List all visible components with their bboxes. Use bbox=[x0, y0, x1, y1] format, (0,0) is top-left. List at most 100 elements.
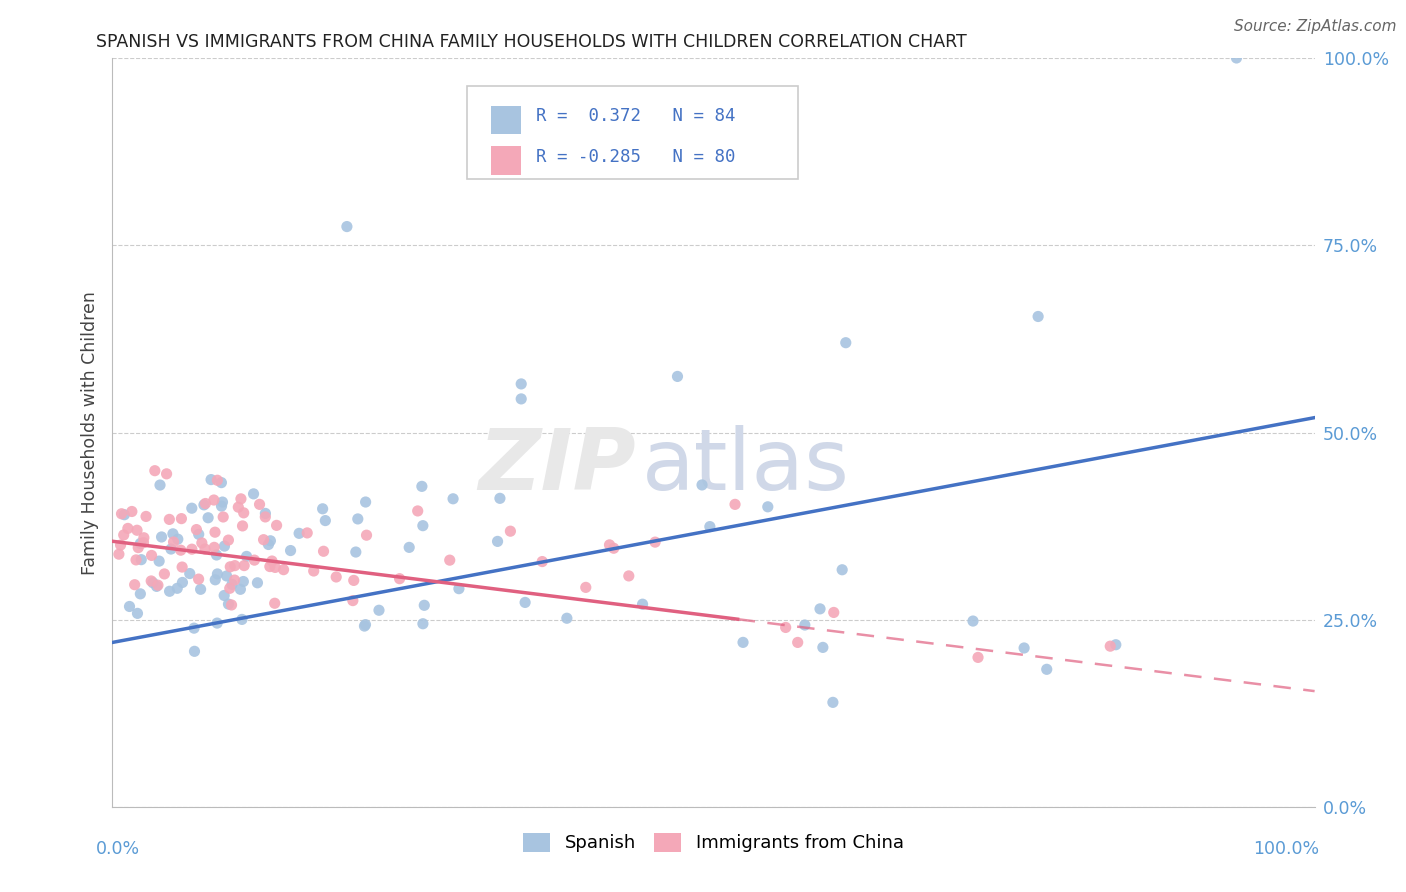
Point bbox=[232, 506, 254, 520]
Point bbox=[510, 392, 533, 406]
Point bbox=[180, 501, 202, 516]
Point bbox=[141, 549, 163, 563]
Point bbox=[353, 619, 375, 633]
Point bbox=[259, 533, 281, 548]
Legend: Spanish, Immigrants from China: Spanish, Immigrants from China bbox=[516, 826, 911, 860]
Point bbox=[246, 575, 269, 590]
Point bbox=[388, 572, 411, 586]
Point bbox=[513, 595, 536, 609]
Point bbox=[441, 491, 464, 506]
Point bbox=[155, 467, 177, 481]
Point bbox=[183, 621, 205, 635]
Point bbox=[191, 536, 214, 550]
Point bbox=[314, 514, 336, 528]
Point bbox=[132, 535, 155, 549]
Point bbox=[264, 560, 287, 574]
Point bbox=[187, 527, 209, 541]
Point bbox=[254, 510, 277, 524]
Point bbox=[235, 549, 257, 564]
Point bbox=[129, 552, 152, 566]
Point bbox=[142, 575, 165, 590]
Point bbox=[231, 519, 253, 533]
Point bbox=[232, 574, 254, 589]
Point bbox=[731, 635, 754, 649]
Point bbox=[162, 535, 184, 549]
Point bbox=[690, 478, 713, 492]
Point bbox=[204, 525, 226, 540]
Point bbox=[531, 555, 554, 569]
Point bbox=[211, 495, 233, 509]
Point bbox=[219, 559, 242, 574]
Point bbox=[172, 575, 194, 590]
Text: SPANISH VS IMMIGRANTS FROM CHINA FAMILY HOUSEHOLDS WITH CHILDREN CORRELATION CHA: SPANISH VS IMMIGRANTS FROM CHINA FAMILY … bbox=[96, 33, 966, 51]
Point bbox=[190, 582, 212, 597]
Point bbox=[288, 526, 311, 541]
Point bbox=[217, 533, 239, 547]
Point bbox=[129, 536, 152, 550]
Point bbox=[311, 501, 333, 516]
Point bbox=[224, 558, 246, 573]
Point bbox=[631, 597, 654, 611]
Point bbox=[1099, 639, 1122, 653]
Point bbox=[252, 533, 274, 547]
Point bbox=[112, 508, 135, 522]
Point bbox=[1035, 662, 1057, 676]
Point bbox=[170, 543, 193, 558]
Point bbox=[108, 547, 131, 561]
Point bbox=[221, 577, 243, 591]
Point bbox=[157, 512, 180, 526]
Point bbox=[183, 644, 205, 658]
Point bbox=[257, 537, 280, 551]
Point bbox=[1225, 51, 1247, 65]
Point bbox=[368, 603, 391, 617]
Point bbox=[793, 618, 815, 632]
Point bbox=[344, 545, 367, 559]
Point bbox=[325, 570, 347, 584]
Point bbox=[598, 538, 620, 552]
Point bbox=[555, 611, 578, 625]
Point bbox=[125, 553, 148, 567]
Point bbox=[343, 574, 366, 588]
Point bbox=[249, 497, 271, 511]
Point bbox=[811, 640, 834, 655]
Point bbox=[280, 543, 302, 558]
Text: Source: ZipAtlas.com: Source: ZipAtlas.com bbox=[1233, 19, 1396, 34]
Point bbox=[295, 525, 318, 540]
Point bbox=[117, 521, 139, 535]
FancyBboxPatch shape bbox=[467, 86, 797, 179]
Point bbox=[211, 499, 233, 513]
Point bbox=[962, 614, 984, 628]
Point bbox=[166, 532, 188, 546]
Point bbox=[666, 369, 689, 384]
Text: 0.0%: 0.0% bbox=[96, 839, 139, 857]
Point bbox=[217, 597, 239, 611]
Point bbox=[406, 504, 429, 518]
FancyBboxPatch shape bbox=[491, 146, 522, 175]
Point bbox=[221, 598, 243, 612]
Point bbox=[644, 535, 666, 549]
Text: R = -0.285   N = 80: R = -0.285 N = 80 bbox=[536, 148, 735, 166]
Point bbox=[143, 464, 166, 478]
Point bbox=[149, 478, 172, 492]
Point bbox=[823, 606, 845, 620]
Point bbox=[821, 695, 844, 709]
Point bbox=[159, 584, 181, 599]
Point bbox=[346, 512, 368, 526]
Point bbox=[127, 607, 149, 621]
Point bbox=[724, 497, 747, 511]
Point bbox=[180, 542, 202, 557]
FancyBboxPatch shape bbox=[491, 106, 522, 135]
Point bbox=[202, 493, 225, 508]
Point bbox=[186, 523, 208, 537]
Point bbox=[786, 635, 808, 649]
Point bbox=[207, 566, 229, 581]
Point bbox=[118, 599, 141, 614]
Point bbox=[124, 577, 146, 591]
Point bbox=[121, 504, 143, 518]
Point bbox=[967, 650, 990, 665]
Point bbox=[354, 495, 377, 509]
Point bbox=[259, 559, 281, 574]
Point bbox=[575, 580, 598, 594]
Point bbox=[342, 593, 364, 607]
Point bbox=[336, 219, 359, 234]
